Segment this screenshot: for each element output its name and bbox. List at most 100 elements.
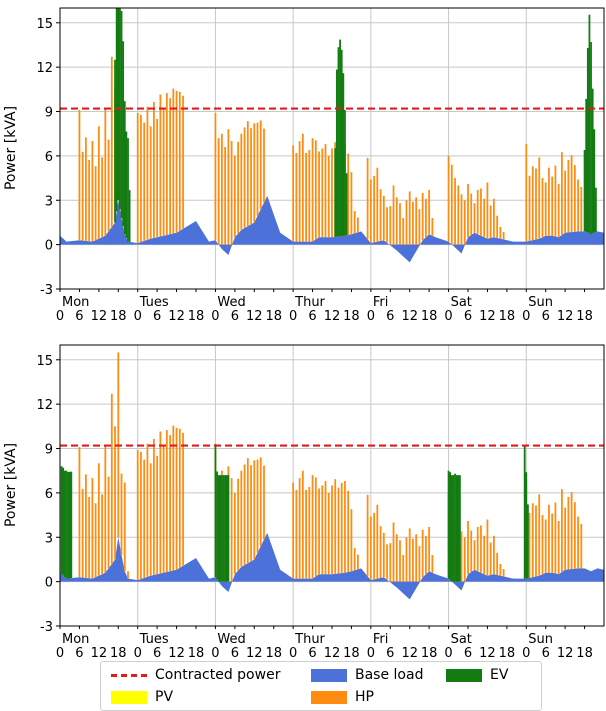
- hp-bar: [172, 88, 175, 234]
- hp-bar: [217, 138, 220, 245]
- hp-bar: [88, 159, 91, 242]
- hp-bar: [156, 455, 159, 575]
- hp-bar: [554, 502, 557, 574]
- y-axis-label: Power [kVA]: [3, 443, 19, 527]
- hp-bar: [480, 525, 482, 573]
- hp-bar: [305, 152, 307, 242]
- legend-item-pv: PV: [111, 687, 173, 707]
- hp-bar: [557, 183, 560, 238]
- hp-bar: [457, 185, 460, 245]
- ev-bar: [117, 8, 120, 201]
- ev-bar: [120, 10, 123, 219]
- hp-bar: [551, 176, 554, 236]
- ev-bar: [449, 472, 452, 581]
- ev-bar: [334, 148, 337, 237]
- x-day-label: Mon: [62, 632, 89, 647]
- hp-bar: [531, 503, 534, 578]
- hp-bar: [399, 540, 401, 582]
- hp-bar: [467, 520, 469, 575]
- hp-bar: [97, 463, 100, 576]
- hp-bar: [467, 183, 469, 238]
- legend: Contracted power Base load EV PV HP: [100, 661, 542, 711]
- plot-area: [60, 352, 604, 600]
- hp-bar: [373, 175, 375, 243]
- hp-bar: [165, 430, 168, 573]
- hp-bar: [502, 569, 505, 577]
- hp-bar: [476, 189, 479, 235]
- hp-bar: [88, 496, 91, 579]
- hp-bar: [123, 482, 126, 572]
- x-hour-label: 6: [75, 646, 83, 661]
- hp-bar: [369, 179, 372, 244]
- hp-bar: [496, 215, 499, 238]
- hp-bar: [259, 457, 262, 547]
- hp-bar: [101, 157, 103, 238]
- x-hour-label: 12: [479, 646, 496, 661]
- hp-bar: [541, 515, 544, 575]
- hp-bar: [175, 427, 178, 570]
- hp-bar: [292, 482, 295, 579]
- hp-bar: [233, 155, 236, 238]
- y-tick-label: 0: [45, 239, 53, 254]
- hp-bar: [415, 197, 418, 245]
- hp-bar: [140, 451, 142, 580]
- x-hour-label: 6: [231, 309, 239, 324]
- hp-bar: [535, 168, 537, 240]
- hp-bar: [334, 479, 337, 574]
- ev-bar: [455, 475, 458, 582]
- hp-bar: [376, 167, 379, 242]
- hp-bar: [580, 523, 583, 569]
- ev-bar: [216, 471, 218, 580]
- hp-bar: [489, 205, 492, 238]
- hp-bar: [366, 157, 369, 240]
- hp-bar: [408, 191, 411, 245]
- hp-bar: [418, 546, 421, 582]
- pv-swatch: [111, 690, 147, 704]
- hp-bar: [221, 133, 223, 245]
- x-hour-label: 6: [464, 646, 472, 661]
- x-hour-label: 12: [324, 646, 341, 661]
- hp-bar: [399, 203, 401, 245]
- hp-bar: [246, 121, 249, 227]
- x-hour-label: 0: [289, 646, 297, 661]
- hp-bar: [421, 192, 424, 241]
- hp-bar: [318, 151, 320, 238]
- x-hour-label: 0: [367, 646, 375, 661]
- ev-bar: [67, 472, 69, 579]
- hp-bar: [301, 470, 304, 579]
- hp-bar: [544, 519, 547, 573]
- hp-bar: [169, 98, 171, 235]
- y-tick-label: -3: [40, 620, 53, 635]
- hp-bar: [412, 201, 414, 245]
- hp-swatch: [311, 690, 347, 704]
- ev-bar: [60, 466, 63, 575]
- hp-bar: [425, 535, 427, 575]
- hp-bar: [350, 172, 353, 235]
- ev-bar: [583, 149, 586, 232]
- hp-bar: [214, 113, 217, 241]
- hp-bar: [94, 166, 97, 241]
- ev-bar: [595, 187, 597, 233]
- hp-bar: [392, 185, 395, 245]
- legend-item-base: Base load: [311, 665, 423, 685]
- x-hour-label: 18: [110, 309, 127, 324]
- hp-bar: [473, 540, 476, 570]
- hp-bar: [146, 106, 149, 240]
- hp-bar: [470, 193, 473, 236]
- hp-bar: [327, 155, 330, 238]
- ev-bar: [114, 59, 116, 223]
- ev-bar: [344, 110, 346, 236]
- x-hour-label: 18: [188, 646, 205, 661]
- hp-bar: [499, 226, 502, 239]
- hp-bar: [421, 529, 424, 578]
- ev-bar: [593, 129, 596, 233]
- hp-bar: [405, 537, 408, 582]
- hp-bar: [564, 170, 567, 233]
- hp-bar: [224, 147, 227, 245]
- hp-bar: [470, 530, 473, 573]
- x-hour-label: 6: [386, 309, 394, 324]
- hp-bar: [143, 122, 146, 241]
- hp-bar: [382, 195, 385, 241]
